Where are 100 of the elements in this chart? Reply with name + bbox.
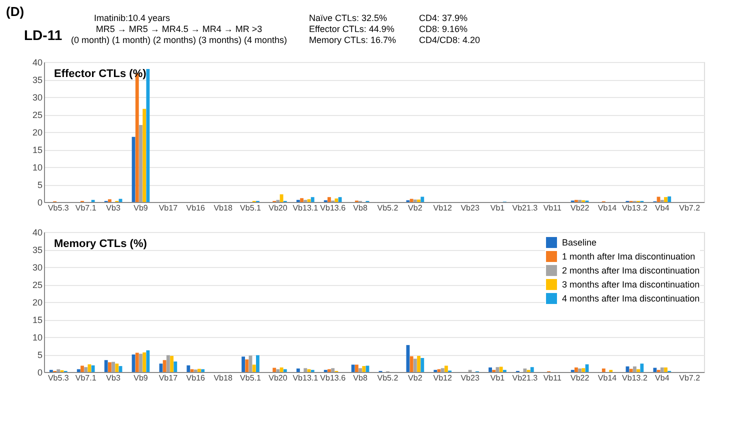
legend-label: Baseline	[562, 238, 597, 248]
x-tick-label: Vb5.3	[48, 374, 70, 382]
x-tick-label: Vb5.2	[377, 374, 399, 382]
bar	[354, 364, 358, 372]
x-tick-label: Vb13.1	[292, 204, 319, 212]
bar	[574, 367, 578, 372]
text: Effector CTLs (%)	[54, 68, 147, 80]
y-tick-label: 40	[32, 58, 42, 68]
y-tick-label: 0	[37, 198, 42, 208]
bar	[256, 355, 260, 372]
bar	[496, 367, 500, 372]
bar	[328, 369, 331, 372]
x-tick-label: Vb18	[214, 204, 233, 212]
bar	[186, 365, 190, 372]
bar	[166, 355, 170, 372]
y-tick-label: 25	[32, 110, 42, 120]
x-tick-label: Vb21.3	[512, 204, 538, 212]
bar	[170, 356, 174, 372]
bar	[334, 198, 338, 202]
text: CD4: 37.9%	[419, 13, 468, 23]
bar	[664, 367, 668, 372]
y-tick-label: 40	[32, 228, 42, 238]
x-tick-label: Vb8	[353, 204, 368, 212]
bar	[331, 368, 335, 372]
y-tick-label: 35	[32, 245, 42, 255]
x-tick-label: Vb11	[543, 204, 562, 212]
x-tick-label: Vb5.2	[377, 204, 399, 212]
x-tick-label: Vb1	[490, 374, 506, 382]
bar	[280, 194, 284, 202]
bar	[523, 368, 527, 372]
x-tick-label: Vb13.6	[320, 374, 346, 382]
x-tick-label: Vb21.3	[512, 374, 538, 382]
bar	[91, 365, 95, 372]
bar	[406, 345, 410, 372]
bar	[410, 356, 414, 372]
bar	[142, 352, 146, 372]
bar	[307, 199, 311, 202]
x-tick-label: Vb2	[408, 204, 423, 212]
y-tick-label: 20	[32, 298, 42, 308]
bar	[296, 368, 300, 372]
bar	[413, 358, 417, 372]
bar	[142, 108, 146, 202]
bar	[108, 362, 112, 372]
x-tick-label: Vb16	[186, 374, 206, 382]
bar	[640, 364, 644, 372]
bar	[252, 364, 256, 372]
bar	[245, 359, 249, 372]
bar	[112, 362, 116, 372]
bar	[307, 369, 311, 372]
x-tick-label: Vb20	[268, 204, 288, 212]
x-tick-label: Vb17	[158, 204, 178, 212]
bar	[276, 369, 280, 372]
x-tick-label: Vb4	[655, 204, 670, 212]
bar	[272, 368, 276, 372]
bar	[410, 198, 414, 202]
bar	[56, 369, 60, 372]
x-tick-label: Vb5.1	[240, 204, 262, 212]
bar	[660, 367, 664, 372]
bar	[310, 197, 314, 202]
x-tick-label: Vb12	[433, 374, 452, 382]
x-tick-label: Vb23	[460, 204, 480, 212]
bar	[499, 366, 503, 372]
bar	[437, 369, 441, 372]
bar	[656, 196, 660, 202]
y-tick-label: 10	[32, 162, 42, 172]
bar	[76, 369, 80, 372]
x-tick-label: Vb5.3	[48, 204, 70, 212]
bar	[578, 368, 582, 372]
bar	[139, 354, 142, 372]
legend-label: 4 months after Ima discontinuation	[562, 294, 700, 304]
x-tick-label: Vb3	[106, 374, 121, 382]
y-tick-label: 35	[32, 75, 42, 85]
x-tick-label: Vb13.2	[622, 204, 648, 212]
bar	[115, 364, 119, 372]
text: LD-11	[24, 27, 62, 43]
bar	[668, 196, 672, 202]
x-tick-label: Vb2	[408, 374, 423, 382]
text: Naïve CTLs: 32.5%	[309, 13, 388, 23]
bar	[664, 197, 668, 202]
x-tick-label: Vb11	[543, 374, 562, 382]
bar	[139, 125, 142, 202]
text: Memory CTLs (%)	[54, 238, 148, 250]
bar	[174, 362, 178, 372]
y-tick-label: 10	[32, 332, 42, 342]
x-tick-label: Vb17	[158, 374, 178, 382]
x-tick-label: Vb5.1	[240, 374, 262, 382]
bar	[84, 367, 88, 372]
bar	[582, 368, 586, 372]
bar	[338, 197, 342, 202]
text: Memory CTLs: 16.7%	[309, 35, 396, 45]
x-tick-label: Vb7.1	[75, 374, 97, 382]
y-tick-label: 5	[37, 350, 42, 360]
legend-label: 3 months after Ima discontinuation	[562, 280, 700, 290]
bar	[366, 366, 370, 372]
legend-label: 2 months after Ima discontinuation	[562, 266, 700, 276]
x-tick-label: Vb22	[570, 374, 590, 382]
x-tick-label: Vb9	[134, 204, 148, 212]
y-tick-label: 0	[37, 368, 42, 378]
x-tick-label: Vb13.2	[622, 374, 648, 382]
bar	[653, 368, 657, 372]
